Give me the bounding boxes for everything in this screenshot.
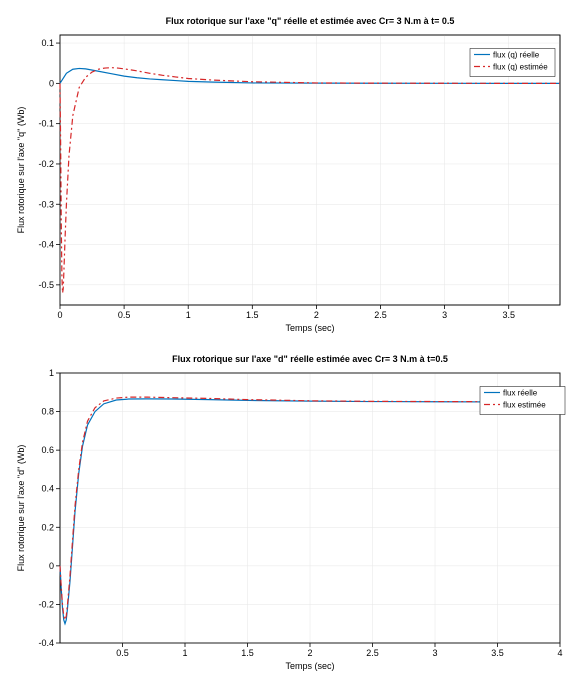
chart-q-axis: 0 0.5 1 1.5 2 2.5 3 3.5 -0.5 -0.4 -0.3 -0.2 -0.1 0 0.1… bbox=[10, 10, 570, 338]
legend-item: flux (q) réelle bbox=[493, 51, 540, 60]
ytick-label: -0.2 bbox=[38, 159, 54, 169]
ytick-label: 0.6 bbox=[41, 445, 54, 455]
xtick-label: 2.5 bbox=[374, 310, 387, 320]
ytick-label: -0.2 bbox=[38, 599, 54, 609]
chart-d-axis: 0.5 1 1.5 2 2.5 3 3.5 4 -0.4 -0.2 0 0.2 0.4 0.6 0.8 1 Fl… bbox=[10, 348, 570, 676]
xtick-label: 3 bbox=[442, 310, 447, 320]
y-axis-label: Flux rotorique sur l'axe "q" (Wb) bbox=[16, 107, 26, 234]
xtick-label: 1.5 bbox=[241, 648, 254, 658]
y-axis-label: Flux rotorique sur l'axe "d" (Wb) bbox=[16, 445, 26, 572]
xtick-label: 3 bbox=[432, 648, 437, 658]
chart-title: Flux rotorique sur l'axe "q" réelle et e… bbox=[166, 16, 455, 26]
ytick-label: -0.4 bbox=[38, 638, 54, 648]
xtick-label: 1.5 bbox=[246, 310, 259, 320]
xtick-label: 2 bbox=[307, 648, 312, 658]
xtick-label: 1 bbox=[186, 310, 191, 320]
xtick-label: 0 bbox=[57, 310, 62, 320]
ytick-label: 0.1 bbox=[41, 38, 54, 48]
ytick-label: -0.3 bbox=[38, 199, 54, 209]
xtick-label: 3.5 bbox=[502, 310, 515, 320]
xtick-label: 2 bbox=[314, 310, 319, 320]
xtick-label: 3.5 bbox=[491, 648, 504, 658]
x-axis-label: Temps (sec) bbox=[285, 323, 334, 333]
xtick-label: 0.5 bbox=[116, 648, 129, 658]
legend-item: flux (q) estimée bbox=[493, 63, 548, 72]
xtick-label: 4 bbox=[557, 648, 562, 658]
ytick-label: 0 bbox=[49, 78, 54, 88]
xtick-label: 2.5 bbox=[366, 648, 379, 658]
ytick-label: -0.4 bbox=[38, 240, 54, 250]
xtick-label: 1 bbox=[182, 648, 187, 658]
ytick-label: 0.4 bbox=[41, 484, 54, 494]
legend-item: flux réelle bbox=[503, 389, 538, 398]
legend-item: flux estimée bbox=[503, 401, 546, 410]
ytick-label: 0 bbox=[49, 561, 54, 571]
chart-svg-2: 0.5 1 1.5 2 2.5 3 3.5 4 -0.4 -0.2 0 0.2 0.4 0.6 0.8 1 Fl… bbox=[10, 348, 570, 676]
ytick-label: 1 bbox=[49, 368, 54, 378]
ytick-label: 0.8 bbox=[41, 407, 54, 417]
x-axis-label: Temps (sec) bbox=[285, 661, 334, 671]
xtick-label: 0.5 bbox=[118, 310, 131, 320]
chart-svg-1: 0 0.5 1 1.5 2 2.5 3 3.5 -0.5 -0.4 -0.3 -0.2 -0.1 0 0.1… bbox=[10, 10, 570, 338]
chart-title: Flux rotorique sur l'axe "d" réelle esti… bbox=[172, 354, 448, 364]
ytick-label: -0.1 bbox=[38, 119, 54, 129]
ytick-label: -0.5 bbox=[38, 280, 54, 290]
ytick-label: 0.2 bbox=[41, 522, 54, 532]
